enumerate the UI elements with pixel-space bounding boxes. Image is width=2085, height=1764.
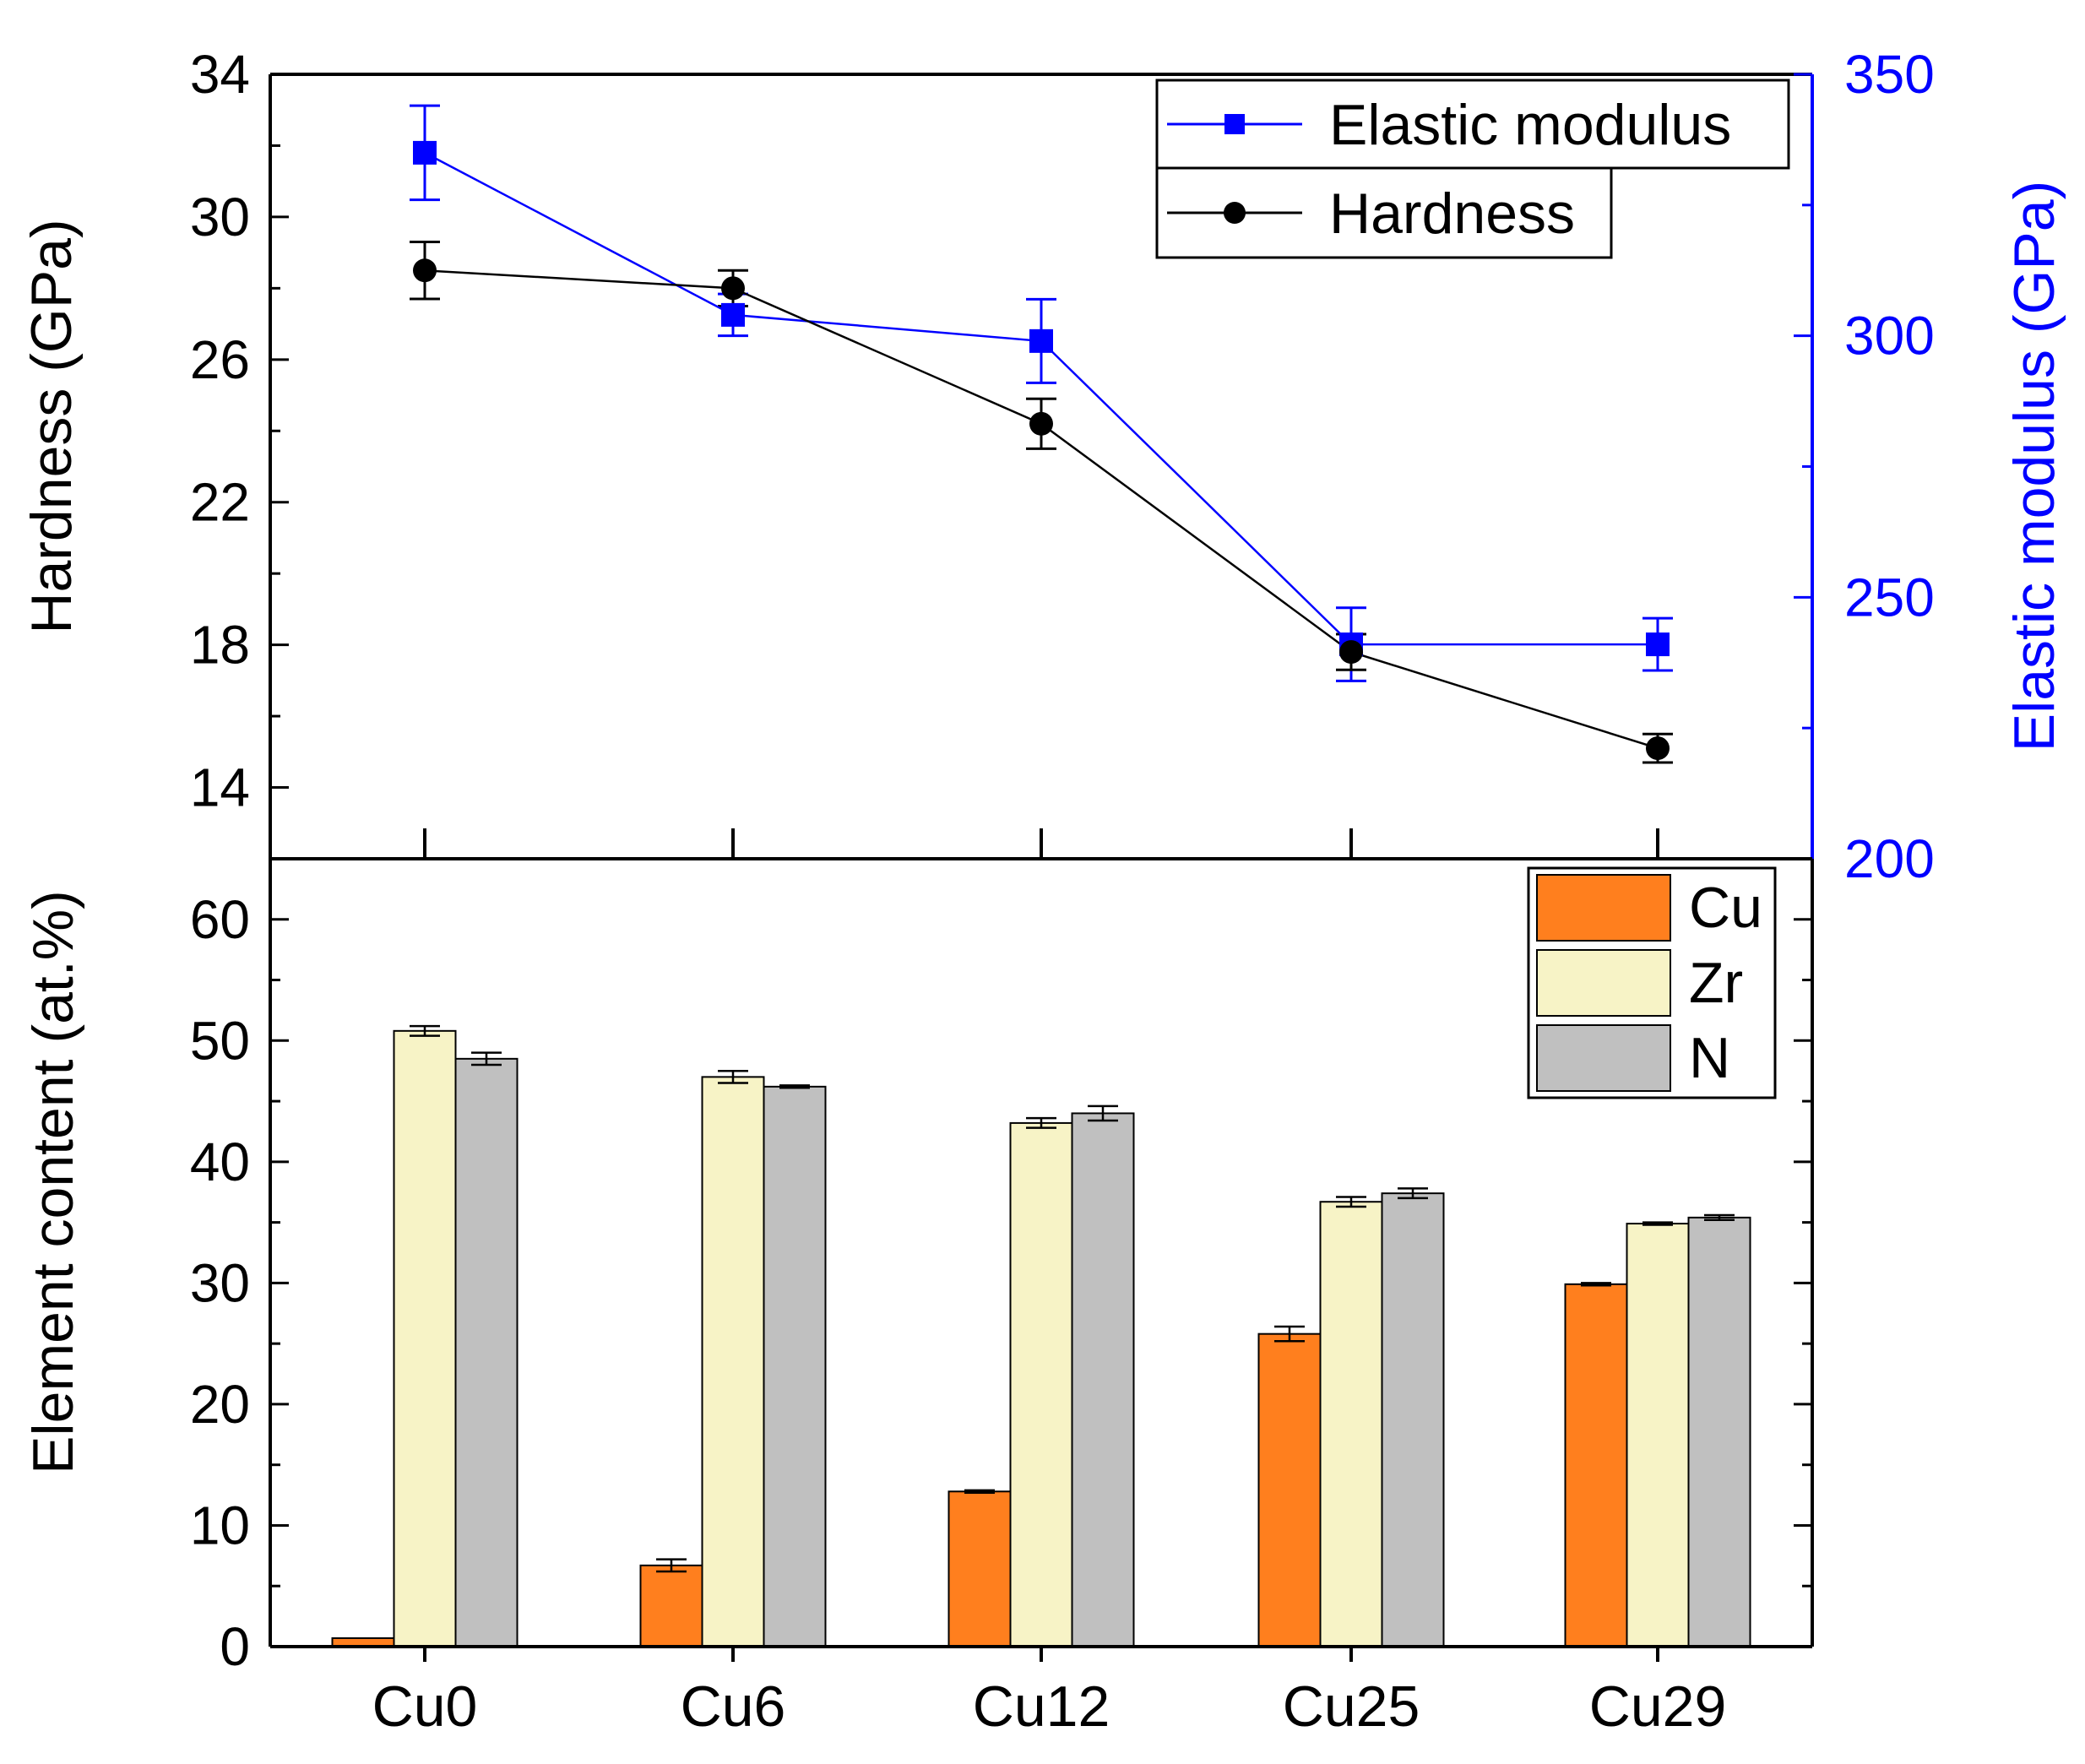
cu-bar-cu29	[1564, 1283, 1628, 1647]
hardness-modulus-panel: 14 18 22 26 30 34 200 250 300 350 Hardness (GPa)…	[19, 44, 2066, 889]
category-label-cu25: Cu25	[1283, 1674, 1420, 1739]
cu-bar-cu6	[639, 1564, 703, 1647]
n-bar-cu29	[1687, 1216, 1751, 1648]
n-bar-error-cu6	[779, 1084, 810, 1089]
hardness-point-cu6	[721, 276, 745, 301]
zr-bar-error-cu0	[410, 1024, 440, 1037]
n-bar-error-cu12	[1088, 1105, 1118, 1122]
cu-bar-error-cu12	[964, 1489, 995, 1494]
modulus-tick-label: 200	[1844, 828, 1935, 889]
modulus-axis-ticks: 200 250 300 350	[1794, 44, 1935, 889]
n-bar-cu6	[763, 1085, 827, 1647]
n-bar-cu25	[1381, 1192, 1445, 1647]
element-content-tick-label: 50	[190, 1010, 250, 1071]
hardness-tick-label: 14	[190, 757, 250, 818]
element-content-tick-label: 20	[190, 1374, 250, 1435]
element-content-panel: 0 10 20 30 40 50 60 Cu0 Cu6 Cu12 Cu25 Cu29 Element…	[21, 828, 1814, 1739]
modulus-axis-label: Elastic modulus (GPa)	[2002, 181, 2066, 752]
n-legend-swatch	[1536, 1024, 1671, 1092]
n-bar-error-cu25	[1398, 1187, 1428, 1200]
hardness-tick-label: 18	[190, 615, 250, 676]
modulus-tick-label: 250	[1844, 567, 1935, 627]
modulus-tick-label: 300	[1844, 306, 1935, 366]
elastic-modulus-legend-entry: Elastic modulus	[1155, 79, 1790, 170]
category-label-cu29: Cu29	[1589, 1674, 1727, 1739]
hardness-legend-marker	[1224, 202, 1246, 224]
zr-bar-cu6	[701, 1076, 765, 1648]
elastic-modulus-legend-label: Elastic modulus	[1329, 93, 1731, 157]
cu-bar-cu25	[1257, 1332, 1322, 1647]
cu-bar-error-cu6	[656, 1558, 687, 1573]
n-bar-cu0	[454, 1057, 519, 1648]
elastic-modulus-legend-marker	[1224, 114, 1245, 134]
zr-bar-cu12	[1009, 1121, 1073, 1647]
elastic-modulus-point-cu0	[413, 140, 437, 165]
hardness-tick-label: 26	[190, 329, 250, 390]
hardness-point-cu25	[1339, 640, 1363, 665]
n-legend-entry: N	[1536, 1024, 1730, 1092]
element-content-tick-label: 0	[220, 1616, 250, 1677]
n-legend-label: N	[1689, 1026, 1730, 1090]
element-content-tick-label: 40	[190, 1132, 250, 1192]
cu-legend-swatch	[1536, 874, 1671, 942]
zr-bar-cu0	[393, 1029, 457, 1647]
cu-bar-error-cu29	[1581, 1282, 1611, 1287]
zr-bar-cu29	[1626, 1223, 1690, 1647]
cu-bar-error-cu25	[1274, 1325, 1305, 1343]
cu-legend-label: Cu	[1689, 876, 1762, 940]
n-bar-error-cu29	[1704, 1213, 1735, 1221]
hardness-point-cu29	[1646, 736, 1670, 761]
cu-legend-entry: Cu	[1536, 874, 1762, 942]
hardness-axis-ticks: 14 18 22 26 30 34	[190, 44, 289, 818]
n-bar-cu12	[1071, 1112, 1135, 1647]
element-content-tick-label: 60	[190, 889, 250, 950]
top-series-markers	[413, 140, 1670, 761]
hardness-point-cu0	[413, 258, 437, 283]
element-content-tick-label: 10	[190, 1495, 250, 1555]
zr-bar-cu25	[1319, 1201, 1383, 1647]
elastic-modulus-point-cu29	[1646, 632, 1670, 657]
hardness-legend-entry: Hardness	[1155, 166, 1613, 259]
zr-bar-error-cu25	[1336, 1196, 1366, 1208]
category-label-cu0: Cu0	[372, 1674, 478, 1739]
elastic-modulus-point-cu6	[721, 302, 745, 327]
zr-bar-error-cu6	[718, 1069, 748, 1084]
hardness-tick-label: 34	[190, 44, 250, 105]
zr-legend-swatch	[1536, 949, 1671, 1017]
zr-legend-label: Zr	[1689, 951, 1743, 1015]
modulus-tick-label: 350	[1844, 44, 1935, 105]
category-label-cu6: Cu6	[681, 1674, 786, 1739]
hardness-tick-label: 30	[190, 187, 250, 247]
n-bar-error-cu0	[471, 1051, 502, 1067]
cu-bar-cu12	[947, 1490, 1012, 1647]
hardness-axis-label: Hardness (GPa)	[19, 219, 84, 633]
element-content-axis-ticks: 0 10 20 30 40 50 60	[190, 857, 1812, 1677]
element-content-bars	[331, 1029, 1751, 1648]
element-content-error-bars	[410, 1024, 1735, 1573]
elastic-modulus-point-cu12	[1029, 328, 1053, 353]
hardness-legend-label: Hardness	[1329, 182, 1575, 246]
element-content-axis-label: Element content (at.%)	[21, 890, 85, 1474]
zr-bar-error-cu29	[1642, 1221, 1673, 1226]
bottom-legend: Cu Zr N	[1527, 866, 1777, 1099]
zr-bar-error-cu12	[1026, 1116, 1056, 1129]
category-axis-ticks: Cu0 Cu6 Cu12 Cu25 Cu29	[372, 828, 1727, 1739]
zr-legend-entry: Zr	[1536, 949, 1743, 1017]
element-content-tick-label: 30	[190, 1252, 250, 1313]
hardness-tick-label: 22	[190, 472, 250, 533]
hardness-point-cu12	[1029, 411, 1053, 436]
top-legend: Elastic modulus Hardness	[1155, 79, 1790, 259]
category-label-cu12: Cu12	[973, 1674, 1110, 1739]
